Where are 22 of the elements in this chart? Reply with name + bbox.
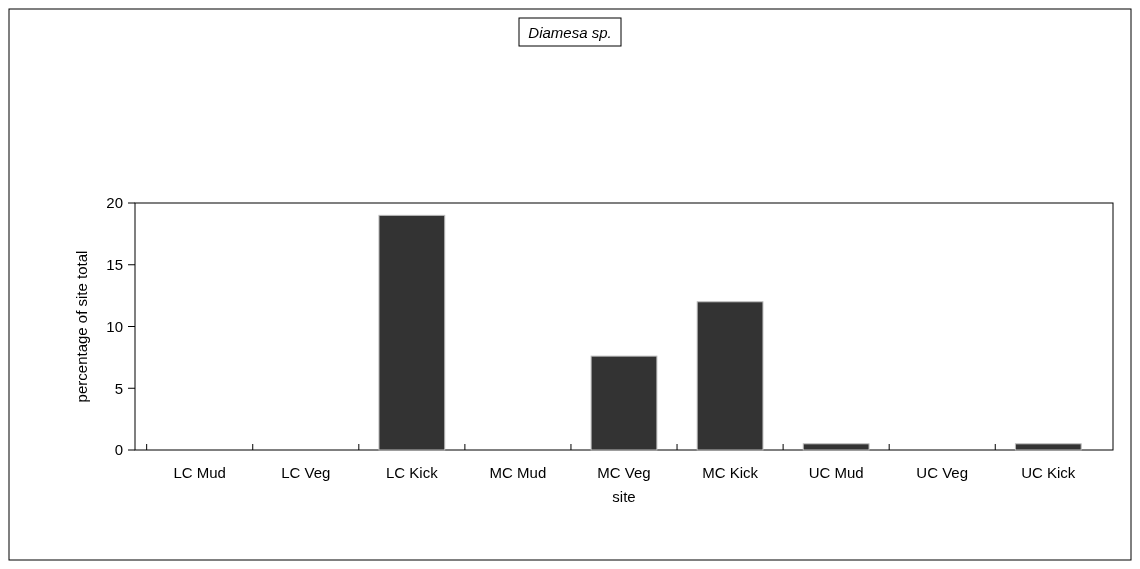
- x-axis-title: site: [612, 488, 636, 505]
- x-tick-label: LC Kick: [386, 464, 439, 481]
- x-tick-label: MC Mud: [489, 464, 547, 481]
- y-axis-title: percentage of site total: [73, 250, 90, 403]
- x-tick-label: LC Veg: [281, 464, 331, 481]
- bar: [590, 355, 658, 451]
- x-tick-label: UC Mud: [808, 464, 864, 481]
- y-tick-label: 15: [106, 256, 123, 273]
- x-tick-label: MC Veg: [597, 464, 651, 481]
- bar: [378, 214, 446, 451]
- bar: [1014, 443, 1082, 451]
- x-tick-label: LC Mud: [173, 464, 226, 481]
- y-tick-label: 0: [114, 441, 123, 459]
- bar: [696, 301, 764, 451]
- x-tick-label: UC Kick: [1021, 464, 1076, 481]
- y-tick-label: 20: [106, 194, 123, 212]
- chart-title: Diamesa sp.: [528, 24, 612, 41]
- x-tick-label: UC Veg: [916, 464, 969, 481]
- y-tick-label: 5: [114, 379, 123, 397]
- y-tick-label: 10: [106, 317, 123, 335]
- x-tick-label: MC Kick: [702, 464, 759, 481]
- bar: [802, 443, 870, 451]
